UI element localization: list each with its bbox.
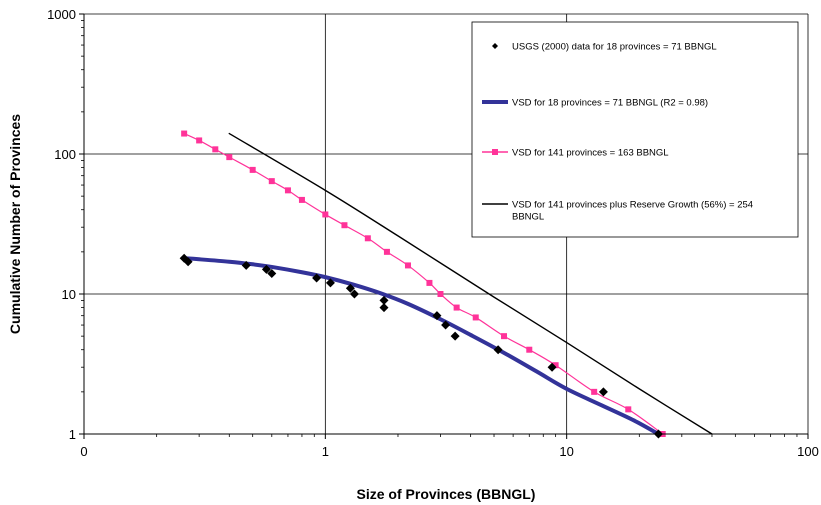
series-point [261,264,271,274]
series-point [591,388,598,395]
series-point [196,137,203,144]
series-1 [182,256,661,436]
y-tick-label: 100 [54,147,76,162]
series-point [493,345,503,355]
series-point [284,187,291,194]
series-point [241,260,251,270]
x-tick-label: 0 [80,444,87,459]
series-point [432,311,442,321]
x-tick-label: 10 [559,444,573,459]
x-axis-title: Size of Provinces (BBNGL) [357,486,536,502]
series-point [501,333,508,340]
series-3 [228,132,713,435]
series-line [228,132,713,435]
y-tick-label: 10 [62,287,76,302]
series-0 [179,253,663,439]
legend-label: VSD for 141 provinces plus Reserve Growt… [512,200,753,223]
series-point [322,211,329,218]
series-point [437,291,444,297]
series-point [598,387,608,397]
series-2 [181,130,666,437]
series-point [552,362,559,369]
x-tick-label: 100 [797,444,819,459]
series-line [182,256,661,436]
legend-marker [492,43,498,49]
legend-box [471,21,799,238]
series-point [364,235,371,242]
series-point [212,146,219,153]
legend-label: VSD for 18 provinces = 71 BBNGL (R2 = 0.… [512,98,708,109]
legend-marker [492,149,498,155]
series-point [226,154,233,161]
series-point [268,178,275,185]
series-point [472,314,479,321]
series-point [312,273,322,283]
series-point [441,320,451,330]
series-point [453,304,460,311]
series-point [404,262,411,269]
series-point [426,279,433,286]
legend: USGS (2000) data for 18 provinces = 71 B… [471,21,799,238]
series-point [325,278,335,288]
y-tick-label: 1000 [47,7,76,22]
series-point [625,406,632,413]
series-point [267,269,277,279]
series-layer [179,130,713,439]
series-point [450,331,460,341]
y-axis-title: Cumulative Number of Provinces [7,114,23,334]
series-point [249,166,256,173]
series-point [379,303,389,313]
series-point [345,283,355,293]
series-point [183,257,193,267]
series-point [547,362,557,372]
legend-label: VSD for 141 provinces = 163 BBNGL [512,148,669,159]
series-point [383,248,390,255]
x-tick-label: 1 [322,444,329,459]
series-point [349,289,359,299]
y-tick-label: 1 [69,427,76,442]
series-point [298,196,305,203]
series-point [181,130,188,137]
series-point [526,346,533,353]
series-point [341,222,348,229]
series-point [379,295,389,305]
legend-label: USGS (2000) data for 18 provinces = 71 B… [512,42,717,53]
